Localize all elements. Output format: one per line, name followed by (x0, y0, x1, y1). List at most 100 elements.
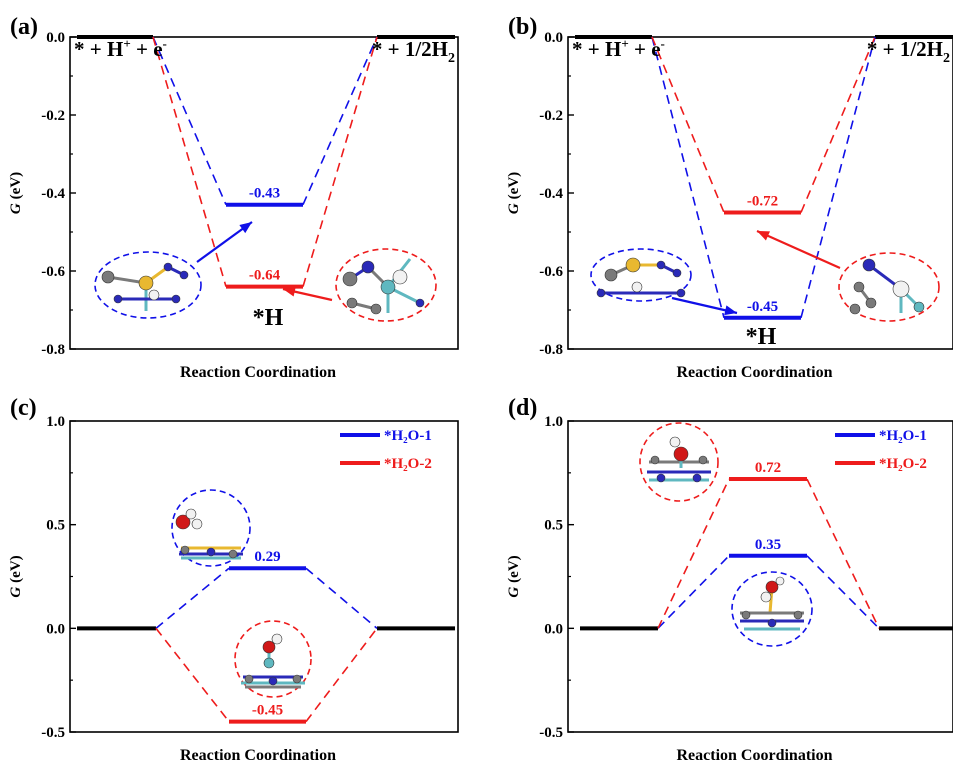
atom (370, 303, 382, 315)
atom (206, 547, 216, 557)
atom (171, 294, 181, 304)
y-tick-label: 0.0 (46, 30, 65, 46)
blue-connector-out (302, 36, 378, 206)
blue-arrow (671, 296, 738, 316)
structure-inset (838, 252, 940, 322)
red-connector-in (155, 627, 230, 723)
atom (228, 549, 238, 559)
structure-inset (335, 248, 437, 322)
atom (853, 281, 865, 293)
data-label: 0.29 (254, 549, 280, 565)
y-axis-label: G(eV) (506, 555, 522, 597)
red-arrow (756, 229, 841, 270)
atom (775, 576, 785, 586)
panel-letter: (c) (10, 395, 37, 421)
arrow-head (757, 231, 770, 241)
structure-inset (731, 571, 813, 647)
atom (698, 455, 708, 465)
red-connector-out (806, 478, 880, 629)
atom (268, 676, 278, 686)
y-tick-label: -0.6 (41, 264, 65, 280)
atom (765, 580, 779, 594)
y-axis-label: G(eV) (506, 172, 522, 214)
panel-letter: (a) (10, 14, 38, 40)
y-tick-label: -0.5 (41, 725, 65, 741)
red-connector-out (302, 36, 378, 287)
atom (175, 514, 191, 530)
final-state-label: * + 1/2H2 (867, 37, 950, 66)
atom (271, 633, 283, 645)
atom (263, 657, 275, 669)
panel-letter: (b) (508, 14, 537, 40)
atom (415, 298, 425, 308)
y-tick-label: 1.0 (544, 414, 563, 430)
atom (656, 260, 666, 270)
atom (101, 270, 115, 284)
atom (346, 297, 358, 309)
atom (262, 640, 276, 654)
panel-1: 0.0 -0.2 -0.4 -0.6 -0.8 G(eV) Reaction Coordin… (506, 14, 953, 381)
data-label: -0.64 (249, 268, 281, 284)
blue-connector-in (651, 36, 725, 318)
atom (865, 297, 877, 309)
atom (163, 262, 173, 272)
atom (669, 436, 681, 448)
blue-connector-in (155, 567, 230, 629)
blue-dashed-circle (590, 248, 692, 302)
data-label: -0.45 (747, 299, 778, 315)
data-label: -0.45 (252, 703, 283, 719)
panel-2: 1.0 0.5 0.0 -0.5 G(eV) Reaction Coordination (… (8, 395, 459, 764)
blue-connector-in (152, 36, 227, 206)
blue-dashed-circle (731, 571, 813, 647)
red-dashed-circle (234, 620, 312, 698)
y-tick-label: -0.6 (539, 264, 563, 280)
data-label: 0.35 (755, 537, 781, 553)
atom (672, 268, 682, 278)
y-tick-label: -0.2 (539, 108, 563, 124)
y-tick-label: -0.8 (539, 342, 563, 358)
atom (631, 281, 643, 293)
atom (767, 618, 777, 628)
data-label: -0.43 (249, 186, 280, 202)
atom (342, 271, 358, 287)
blue-connector-in (657, 555, 730, 629)
legend-label: *H₂O-2 (879, 456, 927, 472)
y-tick-label: 1.0 (46, 414, 65, 430)
blue-dashed-circle (171, 489, 251, 567)
data-label: 0.72 (755, 460, 781, 476)
panel-letter: (d) (508, 395, 537, 421)
atom (180, 545, 190, 555)
structure-inset (590, 248, 692, 302)
red-dashed-circle (335, 248, 437, 322)
y-axis-label: G(eV) (8, 172, 24, 214)
atom (913, 301, 925, 313)
arrow-head (239, 222, 252, 234)
atom (244, 674, 254, 684)
x-axis-label: Reaction Coordination (180, 364, 336, 381)
final-state-label: * + 1/2H2 (372, 37, 455, 66)
atom (673, 446, 689, 462)
blue-dashed-circle (94, 251, 202, 319)
y-tick-label: -0.2 (41, 108, 65, 124)
blue-arrow (196, 221, 253, 263)
y-tick-label: 0.5 (544, 518, 563, 534)
structure-inset (94, 251, 202, 319)
red-connector-in (651, 36, 725, 213)
structure-inset (234, 620, 312, 698)
y-tick-label: 0.5 (46, 518, 65, 534)
red-connector-in (657, 478, 730, 629)
arrow-head (724, 305, 737, 316)
atom (892, 280, 910, 298)
atom (380, 279, 396, 295)
y-axis-label: G(eV) (8, 555, 24, 597)
atom (692, 473, 702, 483)
atom (596, 288, 606, 298)
initial-state-label: * + H+ + e- (572, 36, 665, 61)
arrow-head (283, 286, 296, 297)
atom (625, 257, 641, 273)
atom (656, 473, 666, 483)
red-dashed-circle (838, 252, 940, 322)
legend-label: *H₂O-1 (879, 428, 927, 444)
blue-connector-out (305, 567, 378, 629)
atom (676, 288, 686, 298)
